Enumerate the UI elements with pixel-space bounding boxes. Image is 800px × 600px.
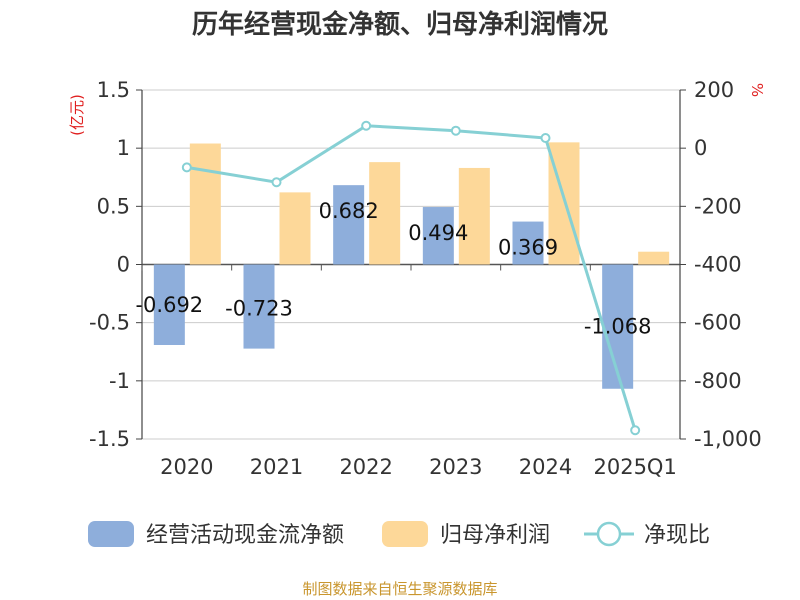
left-axis-tick-label: 0.5	[97, 194, 130, 218]
cashflow-bar	[153, 264, 185, 346]
x-axis-tick-label: 2020	[160, 455, 213, 479]
right-axis-tick-label: -800	[694, 369, 742, 393]
net-profit-bar	[458, 167, 490, 265]
net-profit-bar	[279, 192, 311, 265]
chart-title: 历年经营现金净额、归母净利润情况	[192, 9, 608, 40]
left-axis-tick-label: -0.5	[89, 311, 130, 335]
cashflow-bar	[512, 221, 544, 265]
cashflow-data-label: 0.369	[498, 236, 558, 260]
right-axis-tick-label: -200	[694, 194, 742, 218]
x-axis-tick-label: 2021	[250, 455, 303, 479]
ratio-point	[271, 177, 282, 188]
cashflow-bar	[333, 185, 365, 265]
legend-net-profit-swatch	[382, 521, 428, 547]
ratio-line-path	[186, 124, 637, 431]
left-axis-tick-label: 1	[117, 136, 130, 160]
legend: 经营活动现金流净额 归母净利润 净现比	[88, 521, 710, 548]
ratio-line	[181, 120, 641, 436]
ratio-point	[361, 120, 372, 131]
cashflow-data-label: -1.068	[584, 315, 652, 339]
left-axis-tick-label: -1	[109, 369, 130, 393]
cashflow-bar	[602, 264, 634, 389]
legend-net-profit-label: 归母净利润	[440, 523, 550, 548]
legend-ratio-marker	[596, 521, 622, 547]
right-axis-tick-label: 200	[694, 78, 734, 102]
left-axis-tick-label: -1.5	[89, 427, 130, 451]
left-axis-tick-label: 0	[117, 253, 130, 277]
x-axis-tick-label: 2024	[519, 455, 572, 479]
ratio-point	[540, 132, 551, 143]
net-profit-bar	[189, 143, 221, 265]
left-axis-unit: (亿元)	[68, 94, 86, 136]
legend-ratio-label: 净现比	[644, 523, 710, 548]
right-axis-tick-label: -1,000	[694, 427, 762, 451]
net-profit-bar	[638, 251, 670, 265]
right-axis-tick-label: 0	[694, 136, 707, 160]
ratio-point	[450, 125, 461, 136]
left-axis-tick-label: 1.5	[97, 78, 130, 102]
ratio-point	[630, 425, 641, 436]
right-axis-tick-label: -600	[694, 311, 742, 335]
axes: 1.5 1 0.5 0 -0.5 -1 -1.5 200 0 -200 -400 -600 -800 -1…	[89, 78, 762, 479]
x-axis-tick-label: 2025Q1	[593, 455, 676, 479]
bars	[153, 142, 670, 389]
cashflow-data-label: -0.723	[225, 297, 293, 321]
cashflow-data-label: 0.494	[408, 221, 468, 245]
net-profit-bar	[369, 162, 401, 265]
source-note: 制图数据来自恒生聚源数据库	[302, 580, 497, 598]
cashflow-data-label: -0.692	[135, 293, 203, 317]
legend-cashflow-swatch	[88, 521, 134, 547]
ratio-point	[181, 162, 192, 173]
x-axis-tick-label: 2022	[339, 455, 392, 479]
cashflow-bar	[422, 207, 454, 265]
data-labels: -0.692 -0.723 0.682 0.494 0.369 -1.068	[135, 199, 651, 339]
right-axis-unit: %	[748, 83, 766, 97]
cashflow-data-label: 0.682	[319, 199, 379, 223]
cashflow-bar	[243, 264, 275, 349]
x-axis-tick-label: 2023	[429, 455, 482, 479]
legend-cashflow-label: 经营活动现金流净额	[146, 523, 344, 548]
right-axis-tick-label: -400	[694, 253, 742, 277]
